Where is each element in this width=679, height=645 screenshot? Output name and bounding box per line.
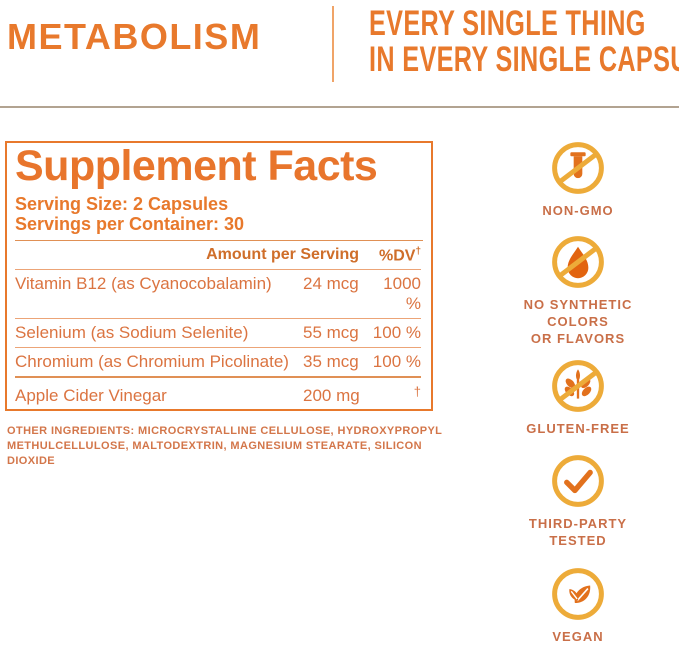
dv-header-text: %DV — [378, 247, 416, 265]
amount-column-header: Amount per Serving — [206, 246, 359, 263]
badge-no-synthetic: NO SYNTHETIC COLORS OR FLAVORS — [498, 235, 658, 347]
badge-label: NON-GMO — [542, 202, 613, 219]
nutrient-dv: 1000 % — [383, 274, 421, 314]
servings-per-container: Servings per Container: 30 — [15, 214, 245, 234]
nutrient-name: Chromium (as Chromium Picolinate) — [15, 352, 289, 372]
other-ingredients: OTHER INGREDIENTS: MICROCRYSTALLINE CELL… — [7, 424, 457, 469]
badge-gluten-free: GLUTEN-FREE — [498, 359, 658, 437]
nutrient-dv: † — [367, 384, 421, 406]
nutrient-table: Vitamin B12 (as Cyanocobalamin) 24 mcg 1… — [15, 269, 421, 409]
dv-column-header: %DV† — [367, 246, 421, 265]
no-gmo-test-tube-icon — [552, 142, 604, 194]
nutrient-amount: 55 mcg — [303, 323, 359, 343]
badge-label: GLUTEN-FREE — [526, 420, 629, 437]
supplement-facts-title: Supplement Facts — [15, 142, 378, 190]
nutrient-name: Vitamin B12 (as Cyanocobalamin) — [15, 274, 272, 294]
dv-dagger: † — [413, 384, 421, 400]
third-party-checkmark-icon — [552, 455, 604, 507]
nutrient-dv: 100 % — [372, 352, 421, 372]
other-ingredients-line2: METHULCELLULOSE, MALTODEXTRIN, MAGNESIUM… — [7, 440, 422, 467]
badge-third-party-tested: THIRD-PARTY TESTED — [498, 454, 658, 549]
other-ingredients-label: OTHER INGREDIENTS: — [7, 425, 135, 437]
badge-label-line: GLUTEN-FREE — [526, 421, 630, 436]
badge-label-line: TESTED — [549, 533, 607, 548]
badge-label-line: OR FLAVORS — [530, 331, 626, 346]
badge-non-gmo: NON-GMO — [498, 141, 658, 219]
tagline-line-2: IN EVERY SINGLE CAPSULE — [369, 40, 679, 79]
nutrient-dv: 100 % — [372, 323, 421, 343]
serving-info-rule — [15, 240, 423, 241]
product-name: METABOLISM — [7, 16, 262, 57]
table-row: Chromium (as Chromium Picolinate) 35 mcg… — [15, 347, 421, 376]
badge-label-line: VEGAN — [552, 629, 604, 644]
other-ingredients-line1: MICROCRYSTALLINE CELLULOSE, HYDROXYPROPY… — [134, 425, 443, 437]
badge-vegan: VEGAN — [498, 567, 658, 645]
table-row: Vitamin B12 (as Cyanocobalamin) 24 mcg 1… — [15, 269, 421, 318]
badge-label-line: COLORS — [547, 314, 609, 329]
tagline-line-1: EVERY SINGLE THING — [369, 4, 646, 43]
header-divider — [332, 6, 334, 82]
nutrient-name: Apple Cider Vinegar — [15, 386, 167, 406]
badge-label-line: NO SYNTHETIC — [523, 297, 633, 312]
no-synthetic-droplet-icon — [552, 236, 604, 288]
nutrient-amount: 200 mg — [303, 386, 360, 406]
supplement-facts-panel: Supplement Facts Serving Size: 2 Capsule… — [5, 141, 433, 411]
dv-header-dagger: † — [415, 246, 421, 257]
nutrient-name: Selenium (as Sodium Selenite) — [15, 323, 249, 343]
serving-size: Serving Size: 2 Capsules — [15, 194, 229, 214]
table-header-row: Amount per Serving %DV† — [7, 241, 431, 269]
badge-label-line: NON-GMO — [542, 203, 614, 218]
badge-label: NO SYNTHETIC COLORS OR FLAVORS — [524, 296, 633, 347]
badge-label: VEGAN — [552, 628, 603, 645]
nutrient-amount: 24 mcg — [303, 274, 359, 294]
table-row: Apple Cider Vinegar 200 mg † — [15, 376, 421, 409]
gluten-free-wheat-icon — [552, 360, 604, 412]
vegan-leaves-icon — [552, 568, 604, 620]
table-row: Selenium (as Sodium Selenite) 55 mcg 100… — [15, 318, 421, 347]
badge-label: THIRD-PARTY TESTED — [529, 515, 627, 549]
tagline: EVERY SINGLE THING IN EVERY SINGLE CAPSU… — [369, 6, 679, 78]
section-divider — [0, 106, 679, 108]
nutrient-amount: 35 mcg — [303, 352, 359, 372]
badge-label-line: THIRD-PARTY — [528, 516, 628, 531]
